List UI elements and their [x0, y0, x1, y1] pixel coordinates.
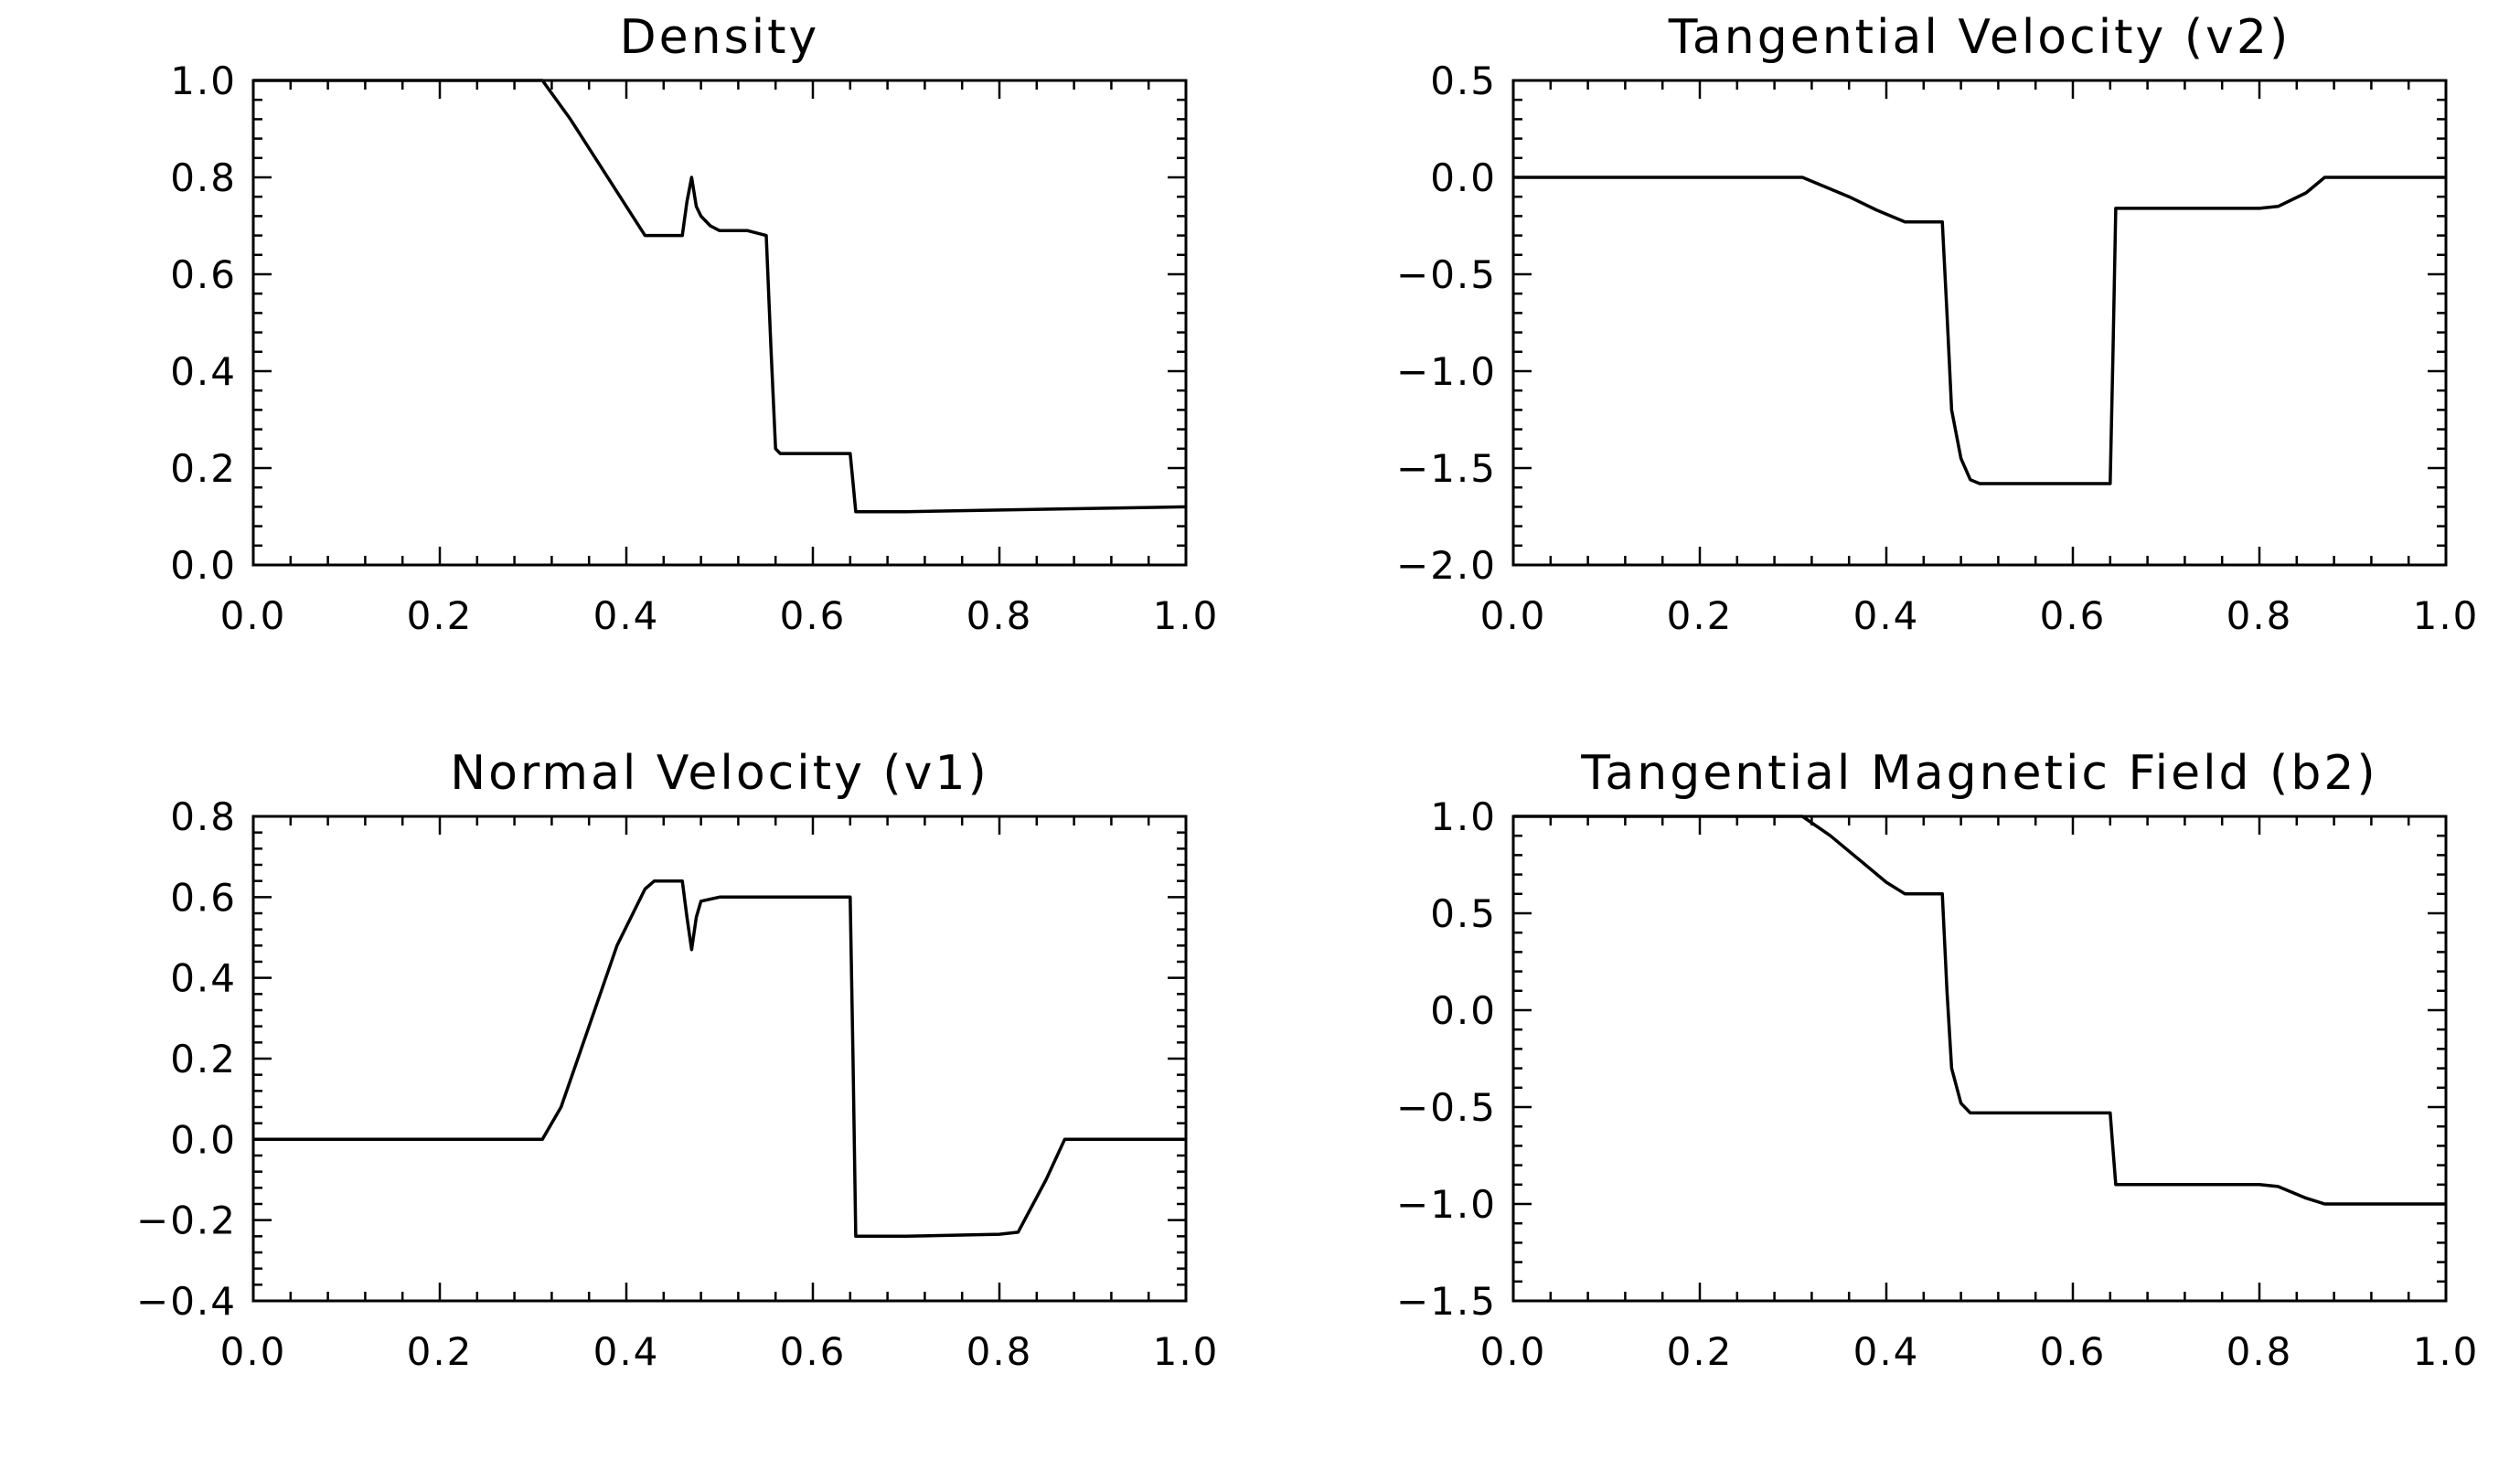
y-tick-label: −1.5	[1396, 1279, 1497, 1324]
plot-frame	[251, 79, 1188, 567]
x-tick-label: 0.0	[1480, 593, 1547, 638]
y-tick-label: 0.8	[170, 155, 237, 200]
chart-title: Tangential Velocity (v2)	[1668, 10, 2291, 65]
x-tick-label: 0.4	[1853, 593, 1920, 638]
x-tick-label: 1.0	[1153, 593, 1220, 638]
series-line-1	[1513, 815, 2446, 1206]
y-tick-label: 0.2	[170, 446, 237, 491]
y-tick-label: −0.5	[1396, 252, 1497, 297]
x-tick-label: 0.6	[2040, 1329, 2107, 1374]
x-tick-label: 0.2	[1667, 1329, 1734, 1374]
y-tick-label: 1.0	[1430, 794, 1497, 839]
y-tick-label: 0.8	[170, 794, 237, 839]
x-tick-label: 0.8	[966, 593, 1033, 638]
x-tick-label: 0.0	[220, 1329, 287, 1374]
y-tick-label: −1.0	[1396, 349, 1497, 394]
y-tick-label: −0.2	[136, 1198, 237, 1243]
x-tick-label: 0.0	[1480, 1329, 1547, 1374]
plot-frame	[1511, 815, 2448, 1303]
y-tick-label: 1.0	[170, 59, 237, 103]
chart-panel-3: Normal Velocity (v1) 0.0 0.2 0.4 0.6 0.8 1.0 −0…	[136, 746, 1220, 1374]
x-tick-label: 0.4	[593, 593, 660, 638]
plot-frame	[251, 815, 1188, 1303]
x-tick-label: 1.0	[1153, 1329, 1220, 1374]
y-tick-label: 0.5	[1430, 891, 1497, 936]
x-tick-label: 0.2	[407, 593, 474, 638]
x-tick-label: 0.0	[220, 593, 287, 638]
y-tick-label: 0.4	[170, 349, 237, 394]
x-tick-label: 0.2	[1667, 593, 1734, 638]
chart-panel-4: Tangential Magnetic Field (b2) 0.0 0.2 0.4 0…	[1396, 746, 2480, 1374]
y-tick-label: 0.4	[170, 956, 237, 1001]
y-tick-label: −0.5	[1396, 1085, 1497, 1130]
y-tick-label: 0.0	[170, 543, 237, 588]
x-tick-label: 0.6	[2040, 593, 2107, 638]
chart-title: Tangential Magnetic Field (b2)	[1580, 746, 2377, 801]
x-tick-label: 0.2	[407, 1329, 474, 1374]
chart-title: Density	[620, 10, 820, 65]
series-line-1	[253, 79, 1187, 514]
series-line-1	[1513, 176, 2446, 485]
y-tick-label: 0.2	[170, 1037, 237, 1081]
x-tick-label: 0.8	[2226, 593, 2293, 638]
y-tick-label: 0.6	[170, 252, 237, 297]
y-tick-label: −1.0	[1396, 1182, 1497, 1227]
x-tick-label: 1.0	[2413, 593, 2480, 638]
x-tick-label: 0.8	[2226, 1329, 2293, 1374]
plot-frame	[1511, 79, 2448, 567]
x-tick-label: 0.4	[1853, 1329, 1920, 1374]
chart-panel-1: Density 0.0 0.2 0.4 0.6 0.8 1.0 0.0 0.2 0.4 0.6 0.8…	[170, 10, 1220, 638]
x-tick-label: 0.6	[780, 593, 847, 638]
y-tick-label: 0.6	[170, 875, 237, 920]
y-tick-label: 0.0	[1430, 155, 1497, 200]
x-tick-label: 0.8	[966, 1329, 1033, 1374]
x-tick-label: 1.0	[2413, 1329, 2480, 1374]
chart-title: Normal Velocity (v1)	[450, 746, 989, 801]
x-tick-label: 0.6	[780, 1329, 847, 1374]
y-tick-label: 0.5	[1430, 59, 1497, 103]
y-tick-label: −0.4	[136, 1279, 237, 1324]
y-tick-label: −2.0	[1396, 543, 1497, 588]
chart-panel-2: Tangential Velocity (v2) 0.0 0.2 0.4 0.6 0.8 1…	[1396, 10, 2480, 638]
y-tick-label: 0.0	[170, 1117, 237, 1162]
y-tick-label: 0.0	[1430, 988, 1497, 1033]
x-tick-label: 0.4	[593, 1329, 660, 1374]
series-line-1	[253, 879, 1186, 1239]
y-tick-label: −1.5	[1396, 446, 1497, 491]
